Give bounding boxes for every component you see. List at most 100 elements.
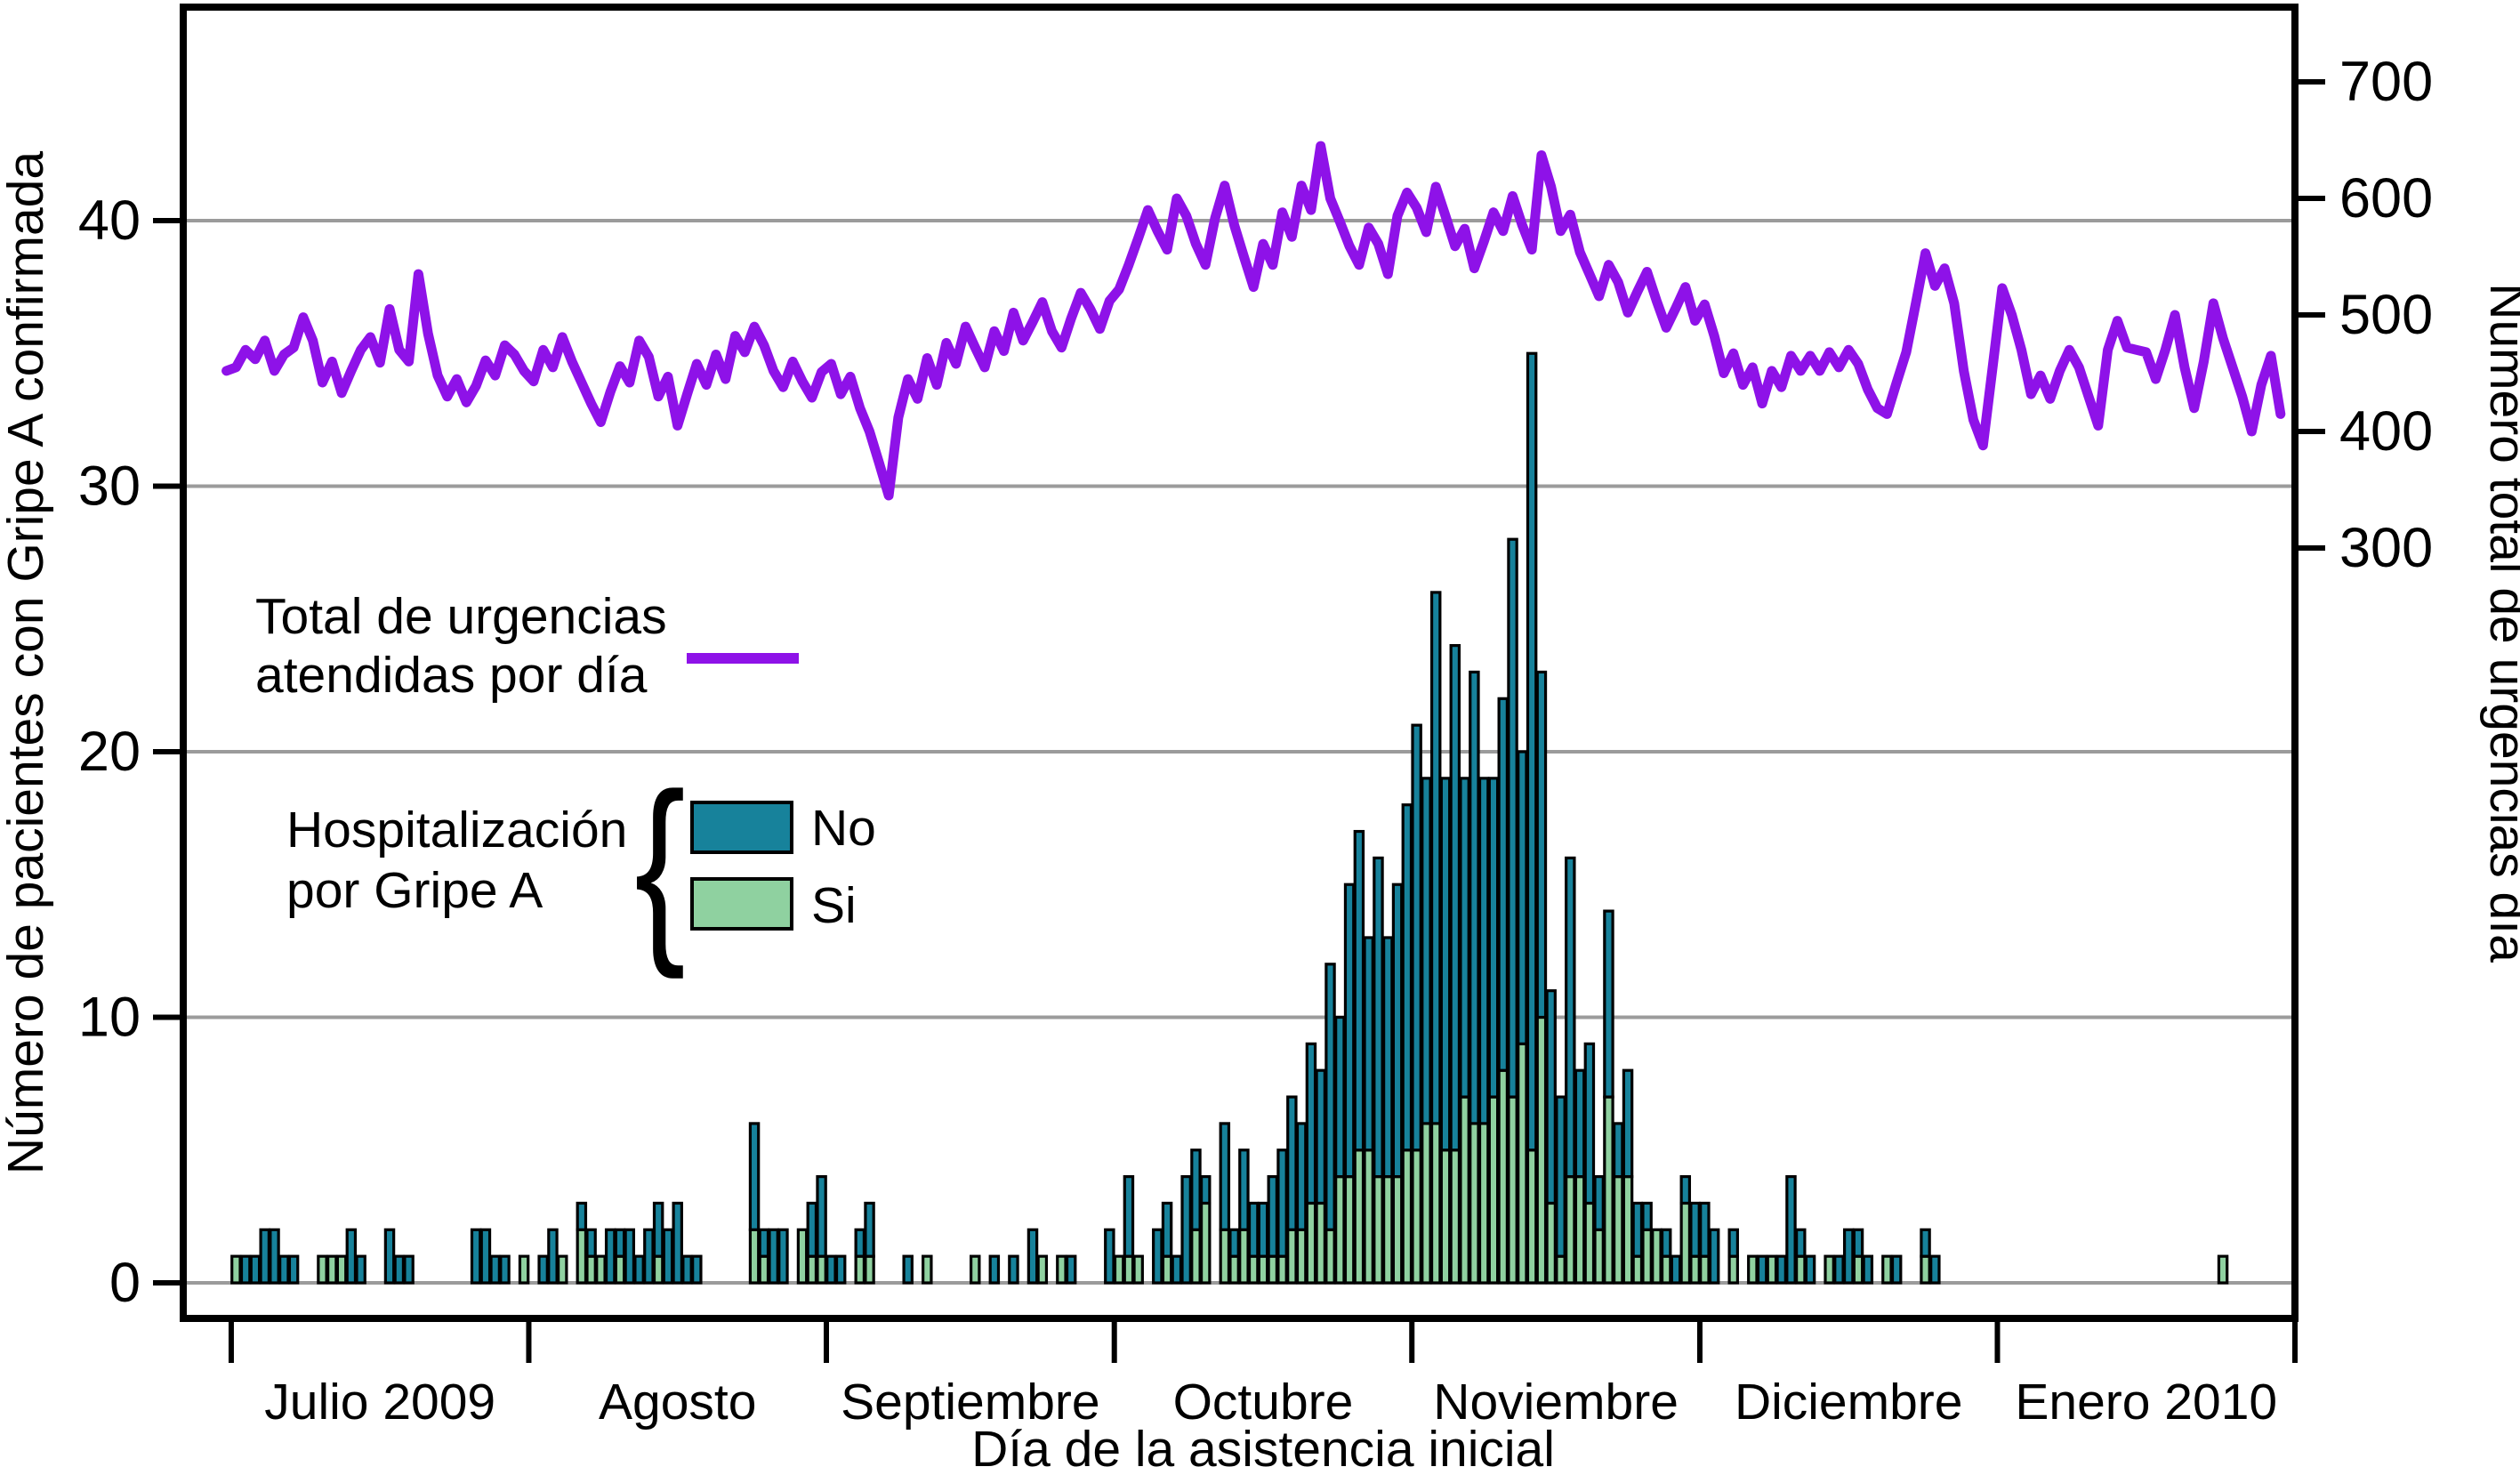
bar-si-day39 (557, 1254, 568, 1285)
bar-si-day35 (518, 1254, 530, 1285)
bar-no-day144 (1565, 856, 1576, 1179)
bar-no-day169 (1804, 1254, 1816, 1285)
bar-no-day38 (547, 1228, 559, 1285)
bar-si-day138 (1507, 1095, 1518, 1285)
bar-si-day137 (1497, 1068, 1509, 1285)
bar-no-day168 (1795, 1228, 1807, 1258)
bar-no-day21 (383, 1228, 396, 1285)
bar-no-day119 (1324, 963, 1336, 1231)
bar-no-day173 (1842, 1228, 1855, 1285)
bar-no-day158 (1699, 1201, 1711, 1258)
legend-si-swatch (690, 877, 793, 931)
bar-no-day115 (1286, 1095, 1298, 1231)
bar-no-day48 (643, 1228, 655, 1285)
bar-si-day91 (1056, 1254, 1067, 1285)
legend-brace: { (634, 752, 686, 980)
bar-no-day37 (537, 1254, 549, 1285)
bar-no-day32 (489, 1254, 501, 1285)
right-tick-label-600: 600 (2339, 167, 2433, 230)
bar-si-day65 (806, 1254, 818, 1285)
bar-si-day108 (1219, 1228, 1231, 1285)
bar-si-day70 (854, 1254, 865, 1285)
bar-no-day116 (1295, 1122, 1308, 1231)
left-tick-label-10: 10 (78, 987, 141, 1049)
bar-si-day145 (1574, 1174, 1586, 1285)
bar-no-day66 (816, 1174, 827, 1258)
bar-no-day121 (1343, 883, 1356, 1179)
bar-no-day122 (1353, 829, 1365, 1152)
bar-no-day10 (278, 1254, 290, 1285)
bar-no-day159 (1708, 1228, 1720, 1285)
bar-no-day124 (1373, 856, 1384, 1179)
bar-no-day131 (1439, 777, 1452, 1152)
bar-no-day45 (614, 1228, 626, 1258)
bar-si-day5 (230, 1254, 242, 1285)
bar-no-day156 (1679, 1174, 1692, 1205)
bar-no-day61 (768, 1228, 779, 1285)
bar-no-day139 (1517, 750, 1528, 1045)
bar-no-day120 (1334, 1015, 1346, 1179)
bar-si-day152 (1641, 1228, 1653, 1285)
bar-no-day22 (393, 1254, 406, 1285)
bar-si-day141 (1535, 1015, 1548, 1285)
bar-si-day71 (864, 1254, 875, 1285)
y-right-axis-title: Número total de urgencias día (2479, 283, 2520, 963)
legend-si-label: Si (811, 877, 857, 934)
bar-si-day60 (758, 1254, 770, 1285)
bar-si-day146 (1583, 1201, 1596, 1285)
month-label: Septiembre (841, 1374, 1100, 1431)
bar-si-day113 (1267, 1254, 1279, 1285)
bar-no-day68 (834, 1254, 847, 1285)
bar-si-day89 (1036, 1254, 1049, 1285)
y-left-axis-title: Número de pacientes con Gripe A confirma… (0, 151, 54, 1174)
bar-no-day30 (470, 1228, 482, 1285)
legend-line-label-1: Total de urgencias (255, 588, 667, 645)
bar-si-day64 (796, 1228, 809, 1285)
plot-border (180, 4, 2299, 1322)
bar-no-day51 (672, 1201, 683, 1285)
bar-no-day70 (854, 1228, 865, 1258)
bar-si-day77 (922, 1254, 933, 1285)
bar-no-day110 (1238, 1149, 1250, 1231)
bar-no-day47 (633, 1254, 645, 1285)
bar-si-day157 (1689, 1254, 1701, 1285)
bar-si-day127 (1401, 1149, 1413, 1285)
bar-si-day154 (1660, 1254, 1672, 1285)
legend-no-swatch (690, 801, 793, 854)
legend-hosp-label-2: por Gripe A (286, 862, 543, 919)
bar-si-day139 (1517, 1042, 1528, 1285)
bar-no-day130 (1429, 591, 1442, 1125)
bar-no-day118 (1315, 1068, 1326, 1205)
bar-si-day130 (1429, 1122, 1442, 1285)
x-axis-title: Día de la asistencia inicial (971, 1421, 1555, 1478)
bar-si-day126 (1391, 1174, 1404, 1285)
bar-no-day62 (777, 1228, 789, 1285)
bar-si-day158 (1699, 1254, 1711, 1285)
bar-no-day41 (576, 1201, 588, 1231)
bar-si-day124 (1373, 1174, 1384, 1285)
bar-si-day114 (1276, 1254, 1288, 1285)
bar-no-day7 (249, 1254, 262, 1285)
bar-si-day45 (614, 1254, 626, 1285)
bar-si-day136 (1487, 1095, 1500, 1285)
bar-si-day59 (748, 1228, 761, 1285)
bar-no-day155 (1670, 1254, 1682, 1285)
bar-no-day154 (1660, 1228, 1672, 1258)
bar-no-day149 (1613, 1122, 1624, 1179)
left-tick-label-0: 0 (109, 1252, 141, 1314)
bar-si-day171 (1824, 1254, 1835, 1285)
bar-si-day156 (1679, 1201, 1692, 1285)
right-tick-label-700: 700 (2339, 51, 2433, 113)
bar-no-day175 (1862, 1254, 1874, 1285)
bar-no-day142 (1545, 989, 1557, 1205)
bar-si-day66 (816, 1254, 827, 1285)
bar-si-day41 (576, 1228, 588, 1285)
bar-no-day164 (1756, 1254, 1768, 1285)
bar-si-day102 (1161, 1254, 1173, 1285)
bar-no-day181 (1920, 1228, 1931, 1258)
bar-si-day134 (1469, 1122, 1480, 1285)
left-tick-label-20: 20 (78, 721, 141, 783)
bar-no-day50 (662, 1228, 674, 1285)
bar-si-day135 (1477, 1122, 1490, 1285)
bar-si-day122 (1353, 1149, 1365, 1285)
